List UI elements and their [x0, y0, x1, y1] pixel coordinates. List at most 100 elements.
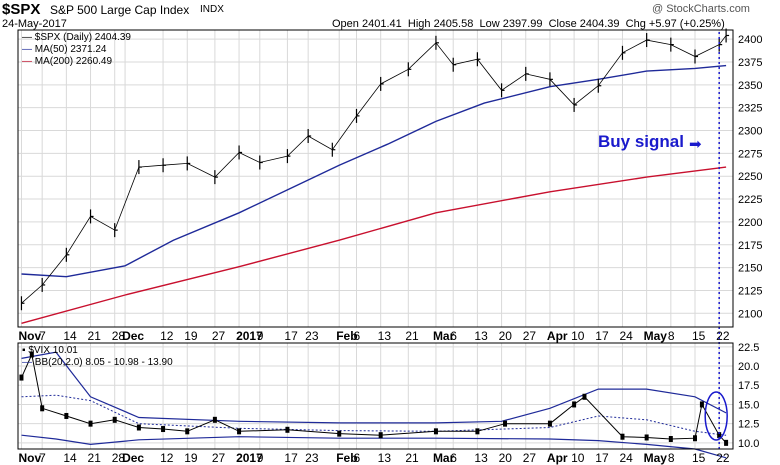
price-x-label: 23 [305, 329, 319, 343]
symbol: $SPX [2, 1, 41, 18]
vix-spike-highlight [704, 391, 728, 441]
low-value: 2397.99 [502, 18, 543, 30]
vix-x-label: Dec [122, 451, 144, 465]
vix-x-label: 20 [499, 451, 513, 465]
legend-spx: — $SPX (Daily) 2404.39 [22, 32, 131, 43]
price-x-label: 6 [450, 329, 457, 343]
close-value: 2404.39 [579, 18, 620, 30]
vix-x-label: 13 [474, 451, 488, 465]
watermark: @ StockCharts.com [652, 3, 750, 15]
vix-legend: ▪ $VIX 10.01 — BB(20,2.0) 8.05 - 10.98 -… [22, 345, 173, 369]
price-x-label: 19 [184, 329, 198, 343]
price-x-label: 17 [284, 329, 298, 343]
buy-signal-label: Buy signal [598, 132, 684, 151]
price-x-label: 9 [257, 329, 264, 343]
price-x-label: Dec [122, 329, 144, 343]
bb-lower-line [21, 434, 727, 459]
vix-tick-label: 12.5 [738, 419, 759, 431]
price-x-label: 20 [499, 329, 513, 343]
chg-label: Chg [625, 18, 646, 30]
price-x-label: Mar [433, 329, 455, 343]
vix-x-label: May [644, 451, 668, 465]
vix-x-label: 10 [571, 451, 585, 465]
ma200-line [21, 166, 727, 324]
low-label: Low [479, 18, 500, 30]
vix-panel-frame [17, 342, 734, 450]
price-x-label: 10 [571, 329, 585, 343]
price-panel-frame [17, 29, 734, 328]
vix-x-label: 12 [160, 451, 174, 465]
price-x-label: 2017 [236, 329, 263, 343]
price-tick-label: 2350 [738, 80, 762, 92]
exchange: INDX [200, 4, 224, 15]
price-tick-label: 2125 [738, 285, 762, 297]
vix-line [21, 352, 727, 444]
open-label: Open [332, 18, 359, 30]
price-x-label: Feb [336, 329, 357, 343]
right-arrow-icon: ➡ [689, 136, 702, 153]
vix-x-label: 27 [523, 451, 537, 465]
close-label: Close [548, 18, 577, 30]
vix-x-label: 17 [595, 451, 609, 465]
price-tick-label: 2250 [738, 171, 762, 183]
price-x-label: 21 [405, 329, 419, 343]
price-tick-label: 2100 [738, 308, 762, 320]
price-tick-label: 2225 [738, 194, 762, 206]
price-x-label: 7 [39, 329, 46, 343]
legend-vix: ▪ $VIX 10.01 [22, 345, 78, 356]
vix-x-label: Mar [433, 451, 455, 465]
price-x-label: Nov [18, 329, 41, 343]
price-x-label: 15 [692, 329, 706, 343]
price-x-label: 27 [523, 329, 537, 343]
vix-x-label: 19 [184, 451, 198, 465]
vix-tick-label: 22.5 [738, 342, 759, 354]
vix-x-label: 23 [305, 451, 319, 465]
ma50-line [21, 64, 727, 278]
price-x-label: 8 [668, 329, 675, 343]
price-tick-label: 2300 [738, 126, 762, 138]
price-tick-label: 2200 [738, 217, 762, 229]
vix-x-label: 28 [112, 451, 126, 465]
vix-tick-label: 15.0 [738, 399, 759, 411]
legend-ma200: — MA(200) 2260.49 [22, 56, 113, 67]
price-x-label: 6 [354, 329, 361, 343]
spx-price-line [21, 35, 727, 304]
index-name: S&P 500 Large Cap Index [50, 3, 190, 17]
price-x-label: 27 [212, 329, 226, 343]
price-tick-label: 2275 [738, 148, 762, 160]
price-x-label: Apr [547, 329, 568, 343]
vix-x-label: 2017 [236, 451, 263, 465]
vix-x-label: 27 [212, 451, 226, 465]
vix-x-label: Nov [18, 451, 41, 465]
bb-upper-line [21, 351, 727, 424]
price-x-label: 13 [378, 329, 392, 343]
price-tick-label: 2400 [738, 34, 762, 46]
price-x-label: 22 [716, 329, 730, 343]
vix-x-label: 21 [405, 451, 419, 465]
price-x-label: 24 [619, 329, 633, 343]
price-tick-label: 2175 [738, 240, 762, 252]
vix-tick-label: 10.0 [738, 438, 759, 450]
date: 24-May-2017 [2, 18, 67, 30]
price-x-label: 21 [88, 329, 102, 343]
vix-x-label: 14 [63, 451, 77, 465]
price-x-label: 13 [474, 329, 488, 343]
high-value: 2405.58 [433, 18, 474, 30]
vix-x-label: 9 [257, 451, 264, 465]
ohlc-readout: Open 2401.41 High 2405.58 Low 2397.99 Cl… [332, 18, 725, 30]
vix-x-label: 21 [88, 451, 102, 465]
chg-value: +5.97 (+0.25%) [648, 18, 725, 30]
vix-x-label: 22 [716, 451, 730, 465]
legend-bb: — BB(20,2.0) 8.05 - 10.98 - 13.90 [22, 357, 173, 368]
legend-ma50: — MA(50) 2371.24 [22, 44, 107, 55]
price-tick-label: 2375 [738, 57, 762, 69]
vix-x-label: 7 [39, 451, 46, 465]
price-x-label: 14 [63, 329, 77, 343]
price-tick-label: 2325 [738, 103, 762, 115]
price-legend: — $SPX (Daily) 2404.39 — MA(50) 2371.24 … [22, 32, 131, 68]
price-tick-label: 2150 [738, 263, 762, 275]
high-label: High [407, 18, 431, 30]
vix-x-label: 24 [619, 451, 633, 465]
open-value: 2401.41 [361, 18, 402, 30]
